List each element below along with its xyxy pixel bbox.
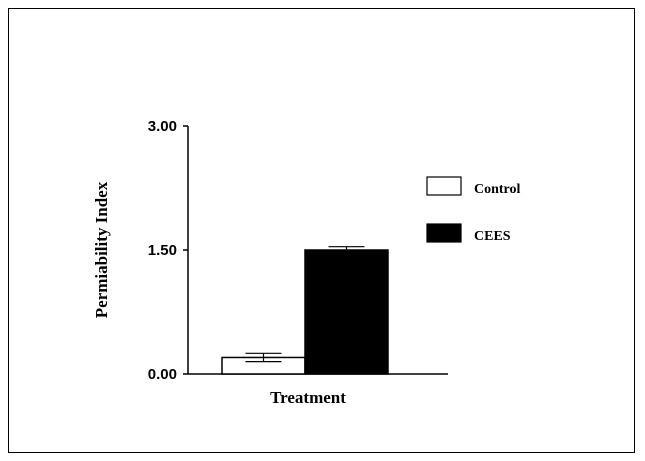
- legend-label-cees: CEES: [474, 229, 511, 244]
- error-bar-cees: [328, 246, 365, 250]
- legend-swatch-control: [426, 176, 462, 196]
- y-axis-label: Permiability Index: [92, 181, 111, 318]
- x-axis-label: Treatment: [270, 388, 346, 407]
- bar-cees: [304, 249, 389, 375]
- error-bar-control: [245, 352, 282, 363]
- y-tick-label: 0.00: [148, 366, 177, 383]
- y-tick-label: 1.50: [148, 242, 177, 259]
- bars: [221, 246, 389, 375]
- legend: Control CEES: [426, 176, 521, 244]
- y-axis: 0.00 1.50 3.00: [148, 118, 448, 383]
- legend-swatch-cees: [426, 223, 462, 243]
- legend-label-control: Control: [474, 182, 521, 197]
- chart-frame: [8, 8, 635, 453]
- y-tick-label: 3.00: [148, 118, 177, 135]
